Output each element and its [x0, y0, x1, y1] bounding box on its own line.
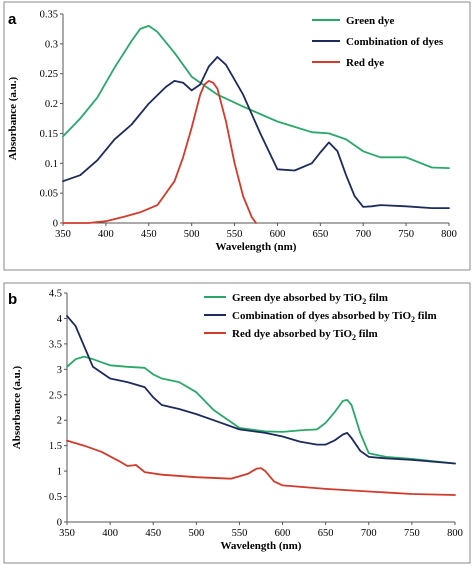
y-tick-label: 2 [57, 416, 62, 427]
x-axis-label: Wavelength (nm) [221, 540, 302, 552]
legend-label-1: Green dye [346, 15, 394, 27]
x-tick-label: 350 [55, 229, 71, 240]
y-tick-label: 1 [57, 467, 62, 478]
x-tick-label: 550 [232, 528, 248, 539]
chart-b: 350 400 450 500 550 600 650 700 750 800 0 0.5 1 1.5 2 2… [11, 289, 463, 553]
legend-label-main: Combination of dyes [346, 36, 444, 48]
series-line-3 [66, 439, 456, 496]
y-tick-label: 0.5 [49, 492, 62, 503]
panel-b-frame [3, 282, 471, 564]
y-tick-label: 0.15 [40, 129, 58, 140]
legend-label-suffix: film [356, 328, 378, 340]
legend-label-3: Red dye absorbed by TiO2 film [232, 328, 378, 342]
x-tick-label: 450 [141, 229, 157, 240]
y-tick-label: 0.05 [40, 189, 58, 200]
y-tick-label: 0.3 [45, 39, 58, 50]
y-tick-label: 4 [57, 314, 63, 325]
y-tick-label: 0.35 [40, 10, 58, 21]
y-tick-label: 2.5 [49, 390, 62, 401]
y-tick-label: 0 [53, 219, 58, 230]
x-tick-label: 750 [404, 528, 420, 539]
x-tick-label: 450 [145, 528, 161, 539]
x-tick-label: 650 [318, 528, 334, 539]
y-tick-label: 3 [57, 365, 62, 376]
series-line-2 [66, 314, 456, 465]
legend-label-suffix: film [366, 292, 388, 304]
x-tick-label: 400 [102, 528, 118, 539]
x-tick-label: 350 [59, 528, 75, 539]
legend-label-subscript: 2 [352, 333, 356, 342]
legend-label-main: Green dye [346, 15, 394, 27]
legend-label-main: Red dye absorbed by TiO [232, 328, 352, 340]
x-tick-label: 600 [270, 229, 286, 240]
x-tick-label: 750 [398, 229, 414, 240]
legend-label-2: Combination of dyes [346, 36, 444, 48]
legend-label-1: Green dye absorbed by TiO2 film [232, 292, 388, 306]
x-tick-label: 800 [447, 528, 463, 539]
x-axis-label: Wavelength (nm) [216, 241, 297, 253]
legend-label-subscript: 2 [362, 297, 366, 306]
y-tick-label: 0 [57, 518, 62, 529]
series-line-1 [62, 24, 450, 170]
y-tick-label: 1.5 [49, 441, 62, 452]
x-tick-label: 400 [98, 229, 114, 240]
legend-label-main: Red dye [346, 57, 384, 69]
y-tick-label: 3.5 [49, 339, 62, 350]
y-axis-label: Absorbance (a.u.) [11, 365, 23, 449]
y-tick-label: 0.2 [45, 99, 58, 110]
legend-label-suffix: film [415, 310, 437, 322]
legend-label-subscript: 2 [411, 315, 415, 324]
series-line-1 [66, 355, 456, 465]
y-tick-label: 0.1 [45, 159, 58, 170]
x-tick-label: 500 [188, 528, 204, 539]
chart-a: 350 400 450 500 550 600 650 700 750 800 0 0.05 0.1 0.… [7, 10, 457, 254]
y-tick-label: 0.25 [40, 69, 58, 80]
y-tick-label: 4.5 [49, 289, 62, 300]
x-tick-label: 700 [355, 229, 371, 240]
x-tick-label: 800 [441, 229, 457, 240]
panel-b-letter: b [8, 291, 17, 308]
legend-label-main: Green dye absorbed by TiO [232, 292, 363, 304]
panel-a-letter: a [8, 11, 17, 28]
x-tick-label: 650 [312, 229, 328, 240]
y-axis-label: Absorbance (a.u.) [7, 76, 19, 160]
x-tick-label: 550 [227, 229, 243, 240]
x-tick-label: 600 [275, 528, 291, 539]
series-line-2 [62, 56, 450, 210]
legend-label-main: Combination of dyes absorbed by TiO [232, 310, 411, 322]
legend-label-2: Combination of dyes absorbed by TiO2 fil… [232, 310, 437, 324]
legend-label-3: Red dye [346, 57, 384, 69]
panel-a-frame [3, 1, 471, 271]
series-line-3 [62, 80, 257, 224]
x-tick-label: 500 [184, 229, 200, 240]
x-tick-label: 700 [361, 528, 377, 539]
